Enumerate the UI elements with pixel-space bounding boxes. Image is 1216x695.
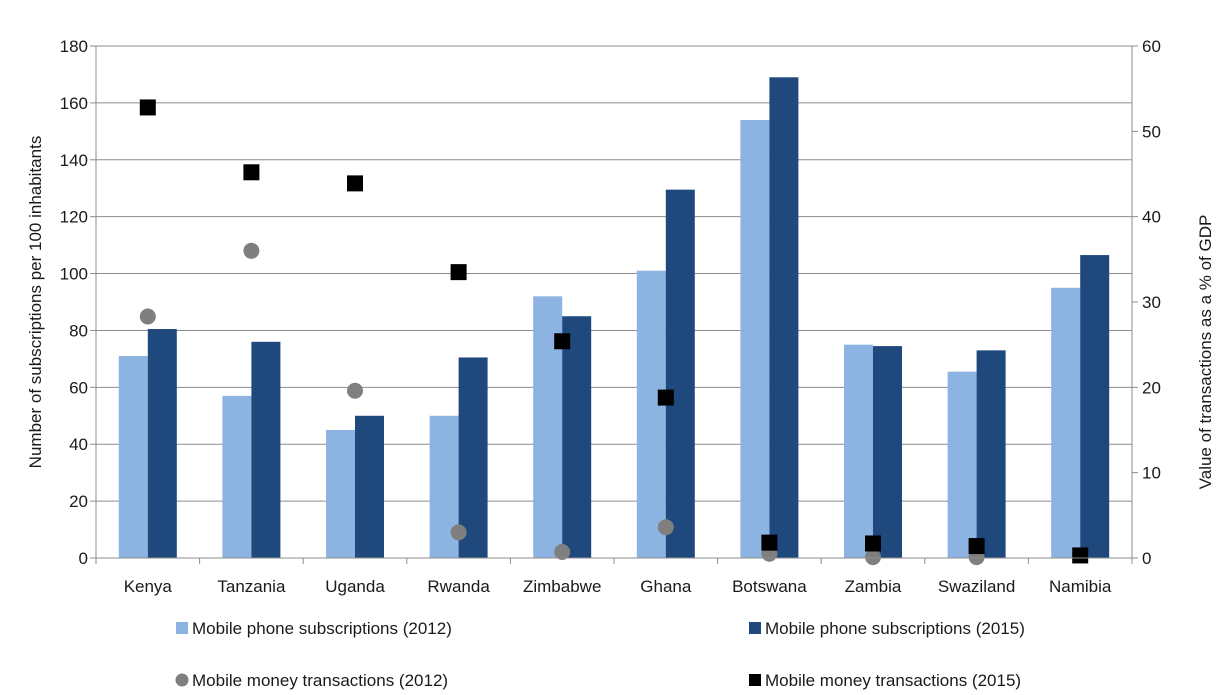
y-left-tick-label: 100: [60, 265, 88, 284]
y-left-tick-label: 160: [60, 94, 88, 113]
bar-subscriptions-2012: [118, 356, 148, 558]
x-tick-label: Uganda: [325, 577, 385, 596]
y-right-tick-label: 10: [1142, 464, 1161, 483]
y-right-tick-label: 20: [1142, 378, 1161, 397]
marker-money-2012: [554, 544, 571, 561]
bar-subscriptions-2012: [222, 395, 252, 558]
x-tick-label: Kenya: [124, 577, 173, 596]
marker-money-2015: [865, 535, 881, 552]
y-right-tick-label: 60: [1142, 37, 1161, 56]
marker-money-2012: [139, 308, 156, 325]
axes: [90, 45, 1138, 564]
bar-subscriptions-2015: [251, 341, 281, 558]
y-left-tick-label: 20: [69, 492, 88, 511]
y-left-tick-label: 40: [69, 435, 88, 454]
marker-money-2015: [1072, 547, 1089, 564]
bar-subscriptions-2012: [740, 119, 770, 558]
bar-subscriptions-2015: [147, 329, 177, 558]
legend-swatch: [749, 622, 761, 634]
y-left-tick-label: 0: [79, 549, 88, 568]
bar-subscriptions-2015: [355, 415, 384, 558]
y-right-tick-label: 50: [1142, 122, 1161, 141]
marker-money-2015: [657, 389, 674, 406]
y-axis-right-title: Value of transactions as a % of GDP: [1196, 215, 1215, 490]
bar-subscriptions-2012: [1051, 287, 1081, 558]
bar-subscriptions-2012: [326, 430, 355, 558]
x-tick-label: Zambia: [845, 577, 902, 596]
marker-money-2015: [139, 99, 156, 116]
marker-money-2015: [761, 534, 778, 551]
tick-labels: 0 20 40 60 80 100 120 140 160 180 0 10 20 30 40 50 60 Ken…: [60, 37, 1161, 596]
legend-label: Mobile money transactions (2015): [765, 671, 1021, 690]
marker-money-2012: [243, 242, 260, 259]
marker-money-2015: [243, 164, 260, 181]
y-left-tick-label: 120: [60, 208, 88, 227]
marker-money-2015: [968, 538, 985, 555]
legend-item: Mobile money transactions (2015): [749, 671, 1021, 690]
x-tick-label: Botswana: [732, 577, 807, 596]
bar-subscriptions-2015: [458, 357, 488, 558]
y-left-tick-label: 180: [60, 37, 88, 56]
legend-item: Mobile money transactions (2012): [175, 671, 448, 690]
y-right-tick-label: 0: [1142, 549, 1151, 568]
y-right-tick-label: 40: [1142, 208, 1161, 227]
bar-subscriptions-2015: [976, 350, 1006, 558]
legend-swatch: [176, 622, 188, 634]
legend-swatch: [175, 673, 189, 687]
x-tick-label: Tanzania: [217, 577, 286, 596]
bars: [118, 77, 1110, 559]
legend-item: Mobile phone subscriptions (2015): [749, 619, 1025, 638]
y-right-tick-label: 30: [1142, 293, 1161, 312]
marker-money-2015: [554, 333, 571, 350]
x-tick-label: Swaziland: [938, 577, 1016, 596]
marker-money-2012: [865, 549, 881, 566]
y-left-tick-label: 140: [60, 151, 88, 170]
bar-subscriptions-2015: [1080, 255, 1110, 559]
legend: Mobile phone subscriptions (2012) Mobile …: [175, 619, 1025, 690]
marker-money-2012: [347, 382, 363, 399]
x-tick-label: Zimbabwe: [523, 577, 601, 596]
marker-money-2015: [450, 264, 467, 281]
marker-money-2015: [347, 175, 363, 192]
y-left-tick-label: 60: [69, 378, 88, 397]
marker-money-2012: [450, 524, 467, 541]
y-left-tick-label: 80: [69, 321, 88, 340]
x-tick-label: Namibia: [1049, 577, 1112, 596]
bar-subscriptions-2015: [769, 77, 799, 559]
bar-subscriptions-2015: [562, 316, 592, 558]
y-axis-left-title: Number of subscriptions per 100 inhabita…: [26, 136, 45, 469]
x-tick-label: Ghana: [640, 577, 692, 596]
markers: [139, 99, 1089, 566]
bar-subscriptions-2012: [844, 344, 873, 558]
legend-label: Mobile phone subscriptions (2012): [192, 619, 452, 638]
legend-swatch: [749, 674, 761, 686]
bar-subscriptions-2015: [873, 346, 902, 558]
legend-label: Mobile money transactions (2012): [192, 671, 448, 690]
marker-money-2012: [657, 519, 674, 536]
bar-subscriptions-2012: [636, 270, 666, 558]
bar-subscriptions-2012: [947, 371, 977, 558]
legend-label: Mobile phone subscriptions (2015): [765, 619, 1025, 638]
legend-item: Mobile phone subscriptions (2012): [176, 619, 452, 638]
x-tick-label: Rwanda: [427, 577, 490, 596]
bar-subscriptions-2015: [665, 189, 695, 558]
